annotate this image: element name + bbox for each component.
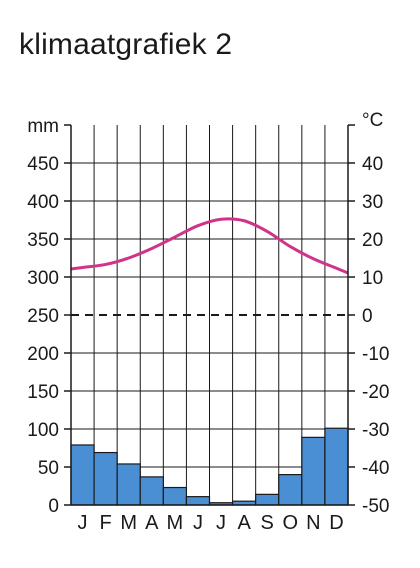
precipitation-bar bbox=[116, 463, 141, 506]
precipitation-bar bbox=[70, 444, 95, 506]
precipitation-bars bbox=[70, 427, 349, 506]
month-label: S bbox=[261, 512, 274, 534]
chart-title: klimaatgrafiek 2 bbox=[19, 28, 233, 61]
month-label: A bbox=[145, 512, 159, 534]
month-label: J bbox=[216, 512, 226, 534]
month-label: A bbox=[237, 512, 251, 534]
month-label: J bbox=[193, 512, 203, 534]
left-tick-label: 200 bbox=[27, 344, 59, 365]
right-tick-label: 40 bbox=[362, 154, 383, 175]
month-label: M bbox=[120, 512, 137, 534]
left-tick-label: 100 bbox=[27, 420, 59, 441]
precipitation-bar bbox=[324, 427, 349, 506]
right-tick-label: 0 bbox=[362, 306, 373, 327]
month-label: D bbox=[329, 512, 343, 534]
month-label: N bbox=[306, 512, 320, 534]
left-tick-label: 250 bbox=[27, 306, 59, 327]
axis-labels: 050100150200250300350400450mm-50-40-30-2… bbox=[27, 110, 389, 534]
left-tick-label: 350 bbox=[27, 230, 59, 251]
left-tick-label: 300 bbox=[27, 268, 59, 289]
axes bbox=[64, 124, 355, 506]
left-tick-label: 150 bbox=[27, 382, 59, 403]
temperature-line bbox=[70, 217, 349, 275]
right-tick-label: -20 bbox=[362, 382, 389, 403]
precipitation-bar bbox=[255, 493, 280, 506]
precipitation-bar bbox=[162, 486, 188, 506]
right-tick-label: 10 bbox=[362, 268, 383, 289]
month-label: F bbox=[100, 512, 112, 534]
right-axis-unit-label: °C bbox=[362, 110, 383, 131]
right-tick-label: -30 bbox=[362, 420, 389, 441]
month-label: O bbox=[283, 512, 299, 534]
temperature-line-group bbox=[70, 217, 349, 275]
precipitation-bar bbox=[139, 476, 164, 506]
left-tick-label: 450 bbox=[27, 154, 59, 175]
left-tick-label: 0 bbox=[48, 496, 59, 517]
right-tick-label: -50 bbox=[362, 496, 389, 517]
right-tick-label: 30 bbox=[362, 192, 383, 213]
left-tick-label: 400 bbox=[27, 192, 59, 213]
right-tick-label: 20 bbox=[362, 230, 383, 251]
month-label: J bbox=[78, 512, 88, 534]
right-tick-label: -10 bbox=[362, 344, 389, 365]
month-label: M bbox=[167, 512, 184, 534]
precipitation-bar bbox=[93, 451, 118, 506]
precipitation-bar bbox=[185, 496, 211, 506]
precipitation-bar bbox=[301, 436, 326, 506]
left-axis-unit-label: mm bbox=[27, 116, 59, 137]
right-tick-label: -40 bbox=[362, 458, 389, 479]
precipitation-bar bbox=[278, 474, 303, 506]
left-tick-label: 50 bbox=[38, 458, 59, 479]
